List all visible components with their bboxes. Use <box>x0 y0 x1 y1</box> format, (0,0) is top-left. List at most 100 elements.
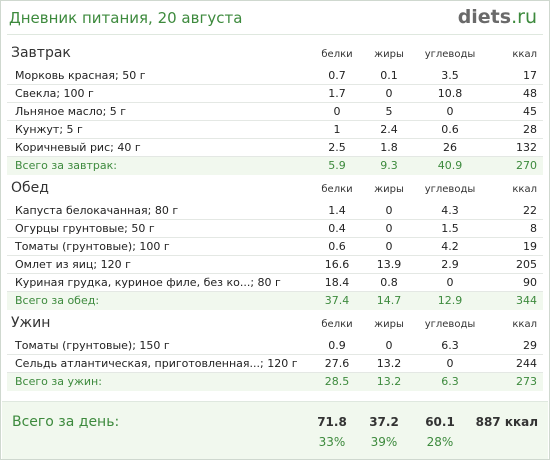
meal-total-kcal: 344 <box>516 294 537 307</box>
day-protein-pct: 33% <box>318 435 346 449</box>
food-protein: 0.9 <box>328 339 346 352</box>
meal-total-protein: 37.4 <box>324 294 350 307</box>
food-row: Морковь красная; 50 г 0.7 0.1 3.5 17 <box>7 67 543 85</box>
col-kcal: ккал <box>512 184 537 195</box>
meal-total-row: Всего за ужин: 28.5 13.2 6.3 273 <box>7 373 543 391</box>
meal-title: Обед <box>11 180 49 196</box>
meal-total-fat: 9.3 <box>380 159 398 172</box>
logo-tld: .ru <box>511 6 537 28</box>
food-kcal: 28 <box>523 123 537 136</box>
food-carbs: 3.5 <box>441 69 459 82</box>
food-protein: 0 <box>333 105 341 118</box>
food-kcal: 132 <box>516 141 537 154</box>
food-protein: 0.4 <box>328 222 346 235</box>
page-title: Дневник питания, 20 августа <box>9 9 243 27</box>
food-carbs: 10.8 <box>437 87 463 100</box>
food-protein: 18.4 <box>324 276 350 289</box>
logo-main: diets <box>457 6 512 28</box>
food-row: Омлет из яиц; 120 г 16.6 13.9 2.9 205 <box>7 256 543 274</box>
food-row: Свекла; 100 г 1.7 0 10.8 48 <box>7 85 543 103</box>
food-protein: 1.7 <box>328 87 346 100</box>
food-fat: 5 <box>385 105 393 118</box>
meal-total-protein: 5.9 <box>328 159 346 172</box>
food-row: Сельдь атлантическая, приготовленная...;… <box>7 355 543 373</box>
meals-container: Завтрак белки жиры углеводы ккал Морковь крас… <box>7 45 543 396</box>
food-kcal: 48 <box>523 87 537 100</box>
col-fat: жиры <box>374 184 404 195</box>
meal-total-kcal: 273 <box>516 375 537 388</box>
food-carbs: 4.3 <box>441 204 459 217</box>
food-fat: 0 <box>385 222 393 235</box>
meal-title: Ужин <box>11 315 51 331</box>
header-divider <box>7 34 543 35</box>
food-protein: 16.6 <box>324 258 350 271</box>
food-name: Коричневый рис; 40 г <box>15 141 141 154</box>
food-fat: 0 <box>385 87 393 100</box>
food-fat: 0 <box>385 339 393 352</box>
food-kcal: 17 <box>523 69 537 82</box>
day-kcal: 887 ккал <box>475 415 538 429</box>
day-carbs-pct: 28% <box>426 435 454 449</box>
food-kcal: 205 <box>516 258 537 271</box>
food-fat: 0 <box>385 204 393 217</box>
meal-total-row: Всего за завтрак: 5.9 9.3 40.9 270 <box>7 157 543 175</box>
meal-total-label: Всего за завтрак: <box>15 159 118 172</box>
day-total-label: Всего за день: <box>12 414 120 430</box>
food-fat: 0.1 <box>380 69 398 82</box>
food-carbs: 0.6 <box>441 123 459 136</box>
food-name: Свекла; 100 г <box>15 87 94 100</box>
day-fat: 37.2 <box>369 415 399 429</box>
food-fat: 0 <box>385 240 393 253</box>
meal-title: Завтрак <box>11 45 71 61</box>
food-row: Куриная грудка, куриное филе, без ко...;… <box>7 274 543 292</box>
site-logo[interactable]: diets.ru <box>458 6 537 28</box>
food-protein: 1 <box>333 123 341 136</box>
food-protein: 2.5 <box>328 141 346 154</box>
food-kcal: 244 <box>516 357 537 370</box>
food-protein: 1.4 <box>328 204 346 217</box>
meal-section: Ужин белки жиры углеводы ккал Томаты (грунтов… <box>7 315 543 391</box>
food-kcal: 8 <box>530 222 537 235</box>
food-fat: 1.8 <box>380 141 398 154</box>
col-protein: белки <box>321 184 353 195</box>
col-protein: белки <box>321 319 353 330</box>
food-row: Томаты (грунтовые); 150 г 0.9 0 6.3 29 <box>7 337 543 355</box>
day-fat-pct: 39% <box>370 435 398 449</box>
food-row: Коричневый рис; 40 г 2.5 1.8 26 132 <box>7 139 543 157</box>
food-carbs: 2.9 <box>441 258 459 271</box>
day-protein: 71.8 <box>317 415 347 429</box>
food-protein: 27.6 <box>324 357 350 370</box>
col-carbs: углеводы <box>424 49 476 60</box>
header: Дневник питания, 20 августа diets.ru <box>1 1 549 34</box>
food-fat: 13.9 <box>376 258 402 271</box>
food-kcal: 45 <box>523 105 537 118</box>
meal-header: Ужин белки жиры углеводы ккал <box>7 315 543 337</box>
food-kcal: 29 <box>523 339 537 352</box>
food-name: Кунжут; 5 г <box>15 123 83 136</box>
food-carbs: 0 <box>446 105 454 118</box>
food-carbs: 26 <box>443 141 457 154</box>
food-protein: 0.7 <box>328 69 346 82</box>
food-row: Огурцы грунтовые; 50 г 0.4 0 1.5 8 <box>7 220 543 238</box>
food-carbs: 6.3 <box>441 339 459 352</box>
col-fat: жиры <box>374 319 404 330</box>
food-fat: 13.2 <box>376 357 402 370</box>
food-name: Томаты (грунтовые); 150 г <box>15 339 170 352</box>
food-name: Льняное масло; 5 г <box>15 105 127 118</box>
meal-total-label: Всего за обед: <box>15 294 100 307</box>
day-carbs: 60.1 <box>425 415 455 429</box>
meal-header: Завтрак белки жиры углеводы ккал <box>7 45 543 67</box>
meal-total-carbs: 6.3 <box>441 375 459 388</box>
food-name: Морковь красная; 50 г <box>15 69 146 82</box>
col-fat: жиры <box>374 49 404 60</box>
meal-total-label: Всего за ужин: <box>15 375 102 388</box>
col-kcal: ккал <box>512 49 537 60</box>
meal-total-protein: 28.5 <box>324 375 350 388</box>
food-carbs: 1.5 <box>441 222 459 235</box>
food-name: Куриная грудка, куриное филе, без ко...;… <box>15 276 281 289</box>
food-fat: 0.8 <box>380 276 398 289</box>
food-kcal: 22 <box>523 204 537 217</box>
meal-section: Обед белки жиры углеводы ккал Капуста белокач… <box>7 180 543 310</box>
food-carbs: 4.2 <box>441 240 459 253</box>
food-protein: 0.6 <box>328 240 346 253</box>
